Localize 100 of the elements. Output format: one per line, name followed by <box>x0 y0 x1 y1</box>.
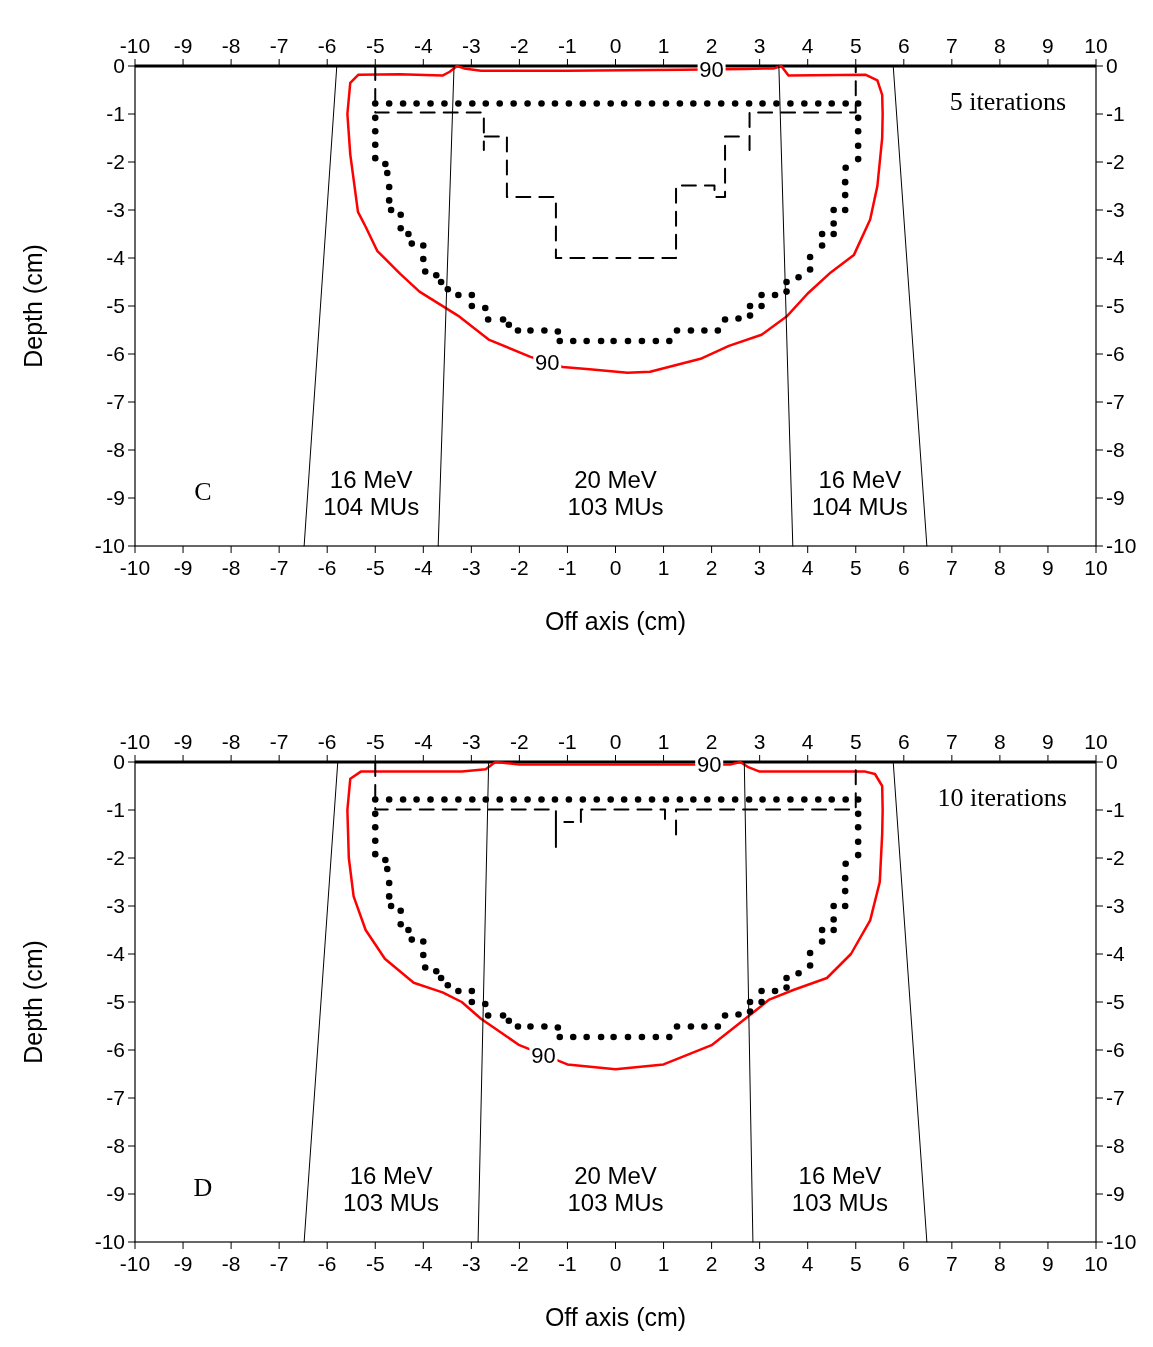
annotation: D <box>193 1173 213 1203</box>
x-tick-label: -6 <box>317 34 337 57</box>
x2-tick-label: 7 <box>946 556 958 579</box>
y-tick-label: -8 <box>106 438 125 462</box>
y-tick-label: 0 <box>113 54 125 78</box>
annotation: 90 <box>699 57 724 83</box>
annotation: 20 MeV 103 MUs <box>567 1162 664 1216</box>
x2-tick-label: -9 <box>173 556 193 579</box>
x-tick-label: 10 <box>1084 730 1108 753</box>
x-tick-label: -9 <box>173 730 193 753</box>
y-tick-label: -3 <box>106 894 125 918</box>
y-tick-label: -10 <box>94 1230 125 1254</box>
y2-tick-label: -5 <box>1106 294 1125 318</box>
x2-tick-label: 10 <box>1084 556 1108 579</box>
y-tick-label: -5 <box>106 294 125 318</box>
x2-tick-label: 7 <box>946 1252 958 1275</box>
y-tick-label: -10 <box>94 534 125 558</box>
y2-tick-label: -3 <box>1106 894 1125 918</box>
y2-tick-label: -10 <box>1106 534 1137 558</box>
x2-tick-label: 3 <box>753 556 766 579</box>
x2-tick-label: -8 <box>221 1252 241 1275</box>
x2-tick-label: 3 <box>753 1252 766 1275</box>
x-tick-label: -7 <box>269 34 289 57</box>
x-tick-label: -3 <box>462 730 481 753</box>
x-tick-label: 5 <box>849 730 862 753</box>
y2-tick-label: -5 <box>1106 990 1125 1014</box>
y2-tick-label: -4 <box>1106 246 1125 270</box>
annotation: C <box>194 477 212 507</box>
annotation: 16 MeV 103 MUs <box>791 1162 888 1216</box>
x2-tick-label: -1 <box>558 556 577 579</box>
y2-tick-label: -6 <box>1106 342 1125 366</box>
x2-tick-label: 5 <box>849 1252 862 1275</box>
y-tick-label: -2 <box>106 150 125 174</box>
x-axis-title: Off axis (cm) <box>544 1303 687 1331</box>
x-tick-label: -4 <box>413 34 433 57</box>
x2-tick-label: 8 <box>994 556 1006 579</box>
x2-tick-label: -5 <box>365 556 385 579</box>
x2-tick-label: -6 <box>317 556 337 579</box>
x-tick-label: -8 <box>221 34 241 57</box>
x2-tick-label: -7 <box>269 556 289 579</box>
x-tick-label: -7 <box>269 730 289 753</box>
x-tick-label: 1 <box>657 34 670 57</box>
x-axis-title: Off axis (cm) <box>544 607 687 635</box>
y2-tick-label: -2 <box>1106 846 1125 870</box>
x2-tick-label: -5 <box>365 1252 385 1275</box>
annotation: 20 MeV 103 MUs <box>567 466 664 520</box>
x2-tick-label: 9 <box>1042 1252 1054 1275</box>
y2-tick-label: -3 <box>1106 198 1125 222</box>
x-tick-label: 3 <box>753 34 766 57</box>
x-tick-label: -4 <box>413 730 433 753</box>
y2-tick-label: -1 <box>1106 102 1125 126</box>
y2-tick-label: -8 <box>1106 438 1125 462</box>
annotation: 16 MeV 104 MUs <box>811 466 908 520</box>
y-tick-label: -3 <box>106 198 125 222</box>
x2-tick-label: -6 <box>317 1252 337 1275</box>
x2-tick-label: 9 <box>1042 556 1054 579</box>
annotation: 5 iterations <box>949 87 1067 117</box>
x-tick-label: 6 <box>897 34 910 57</box>
y2-tick-label: -2 <box>1106 150 1125 174</box>
annotation: 16 MeV 103 MUs <box>343 1162 440 1216</box>
x-tick-label: 9 <box>1042 730 1054 753</box>
x-tick-label: 9 <box>1042 34 1054 57</box>
x2-tick-label: 10 <box>1084 1252 1108 1275</box>
y-tick-label: -6 <box>106 1038 125 1062</box>
x2-tick-label: -3 <box>462 1252 481 1275</box>
annotation: 16 MeV 104 MUs <box>323 466 420 520</box>
x2-tick-label: 5 <box>849 556 862 579</box>
x2-tick-label: 1 <box>657 1252 670 1275</box>
x-tick-label: -5 <box>365 730 385 753</box>
x2-tick-label: -9 <box>173 1252 193 1275</box>
y2-tick-label: -8 <box>1106 1134 1125 1158</box>
x2-tick-label: -7 <box>269 1252 289 1275</box>
y-tick-label: -9 <box>106 486 125 510</box>
x-tick-label: -1 <box>558 730 577 753</box>
x2-tick-label: 1 <box>657 556 670 579</box>
y-tick-label: -4 <box>106 942 126 966</box>
y-tick-label: -6 <box>106 342 125 366</box>
y2-tick-label: -9 <box>1106 486 1125 510</box>
x2-tick-label: 2 <box>705 1252 718 1275</box>
y-axis-title: Depth (cm) <box>19 244 47 368</box>
x-tick-label: -2 <box>510 34 529 57</box>
x2-tick-label: 6 <box>897 1252 910 1275</box>
y-tick-label: -2 <box>106 846 125 870</box>
y-tick-label: -5 <box>106 990 125 1014</box>
annotation: 10 iterations <box>937 783 1067 813</box>
y2-tick-label: 0 <box>1106 54 1118 78</box>
x-tick-label: 6 <box>897 730 910 753</box>
x-tick-label: 4 <box>801 730 814 753</box>
x-tick-label: 7 <box>946 730 958 753</box>
x-tick-label: 10 <box>1084 34 1108 57</box>
x-tick-label: 0 <box>609 730 622 753</box>
x-tick-label: 8 <box>994 730 1006 753</box>
y2-tick-label: -6 <box>1106 1038 1125 1062</box>
y-tick-label: -1 <box>106 798 125 822</box>
y-tick-label: 0 <box>113 750 125 774</box>
x-tick-label: 4 <box>801 34 814 57</box>
y-tick-label: -7 <box>106 1086 125 1110</box>
y2-tick-label: 0 <box>1106 750 1118 774</box>
x-tick-label: 2 <box>705 730 718 753</box>
x-tick-label: -5 <box>365 34 385 57</box>
